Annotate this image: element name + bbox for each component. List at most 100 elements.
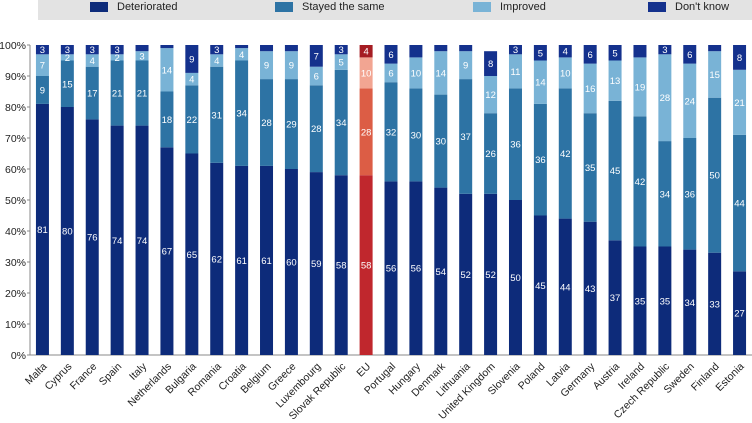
bar-stayed-the-same xyxy=(210,66,224,163)
legend-swatch-stayed-the-same xyxy=(275,2,293,12)
y-tick-label: 60% xyxy=(5,164,26,176)
data-label-stayed-the-same: 32 xyxy=(386,127,397,138)
x-tick-label: France xyxy=(68,361,100,393)
bar-improved xyxy=(558,57,572,89)
y-tick-label: 0% xyxy=(11,350,26,362)
bar-group-austria: 37 45 13 5 xyxy=(608,45,622,355)
data-label-stayed-the-same: 34 xyxy=(336,118,347,129)
y-tick-label: 100% xyxy=(0,40,26,52)
data-label-improved: 4 xyxy=(90,56,95,67)
bar-deteriorated xyxy=(708,252,722,355)
bar-improved xyxy=(658,54,672,142)
bar-don-t-know xyxy=(409,45,423,58)
data-label-improved: 9 xyxy=(463,61,468,72)
bar-improved xyxy=(60,54,74,61)
data-label-stayed-the-same: 17 xyxy=(87,89,98,100)
bar-deteriorated xyxy=(558,218,572,355)
bar-don-t-know xyxy=(160,45,174,49)
data-label-improved: 12 xyxy=(485,90,496,101)
legend-label-stayed-the-same: Stayed the same xyxy=(302,1,385,13)
bar-group-greece: 60 29 9 xyxy=(284,45,298,355)
data-label-improved: 21 xyxy=(734,98,745,109)
bar-group-spain: 74 21 23 xyxy=(110,45,124,355)
data-label-don-t-know: 8 xyxy=(737,53,742,64)
bar-improved xyxy=(733,69,747,135)
bar-group-estonia: 27 44 21 8 xyxy=(733,45,747,355)
data-label-improved: 3 xyxy=(139,51,144,62)
bar-improved xyxy=(210,54,224,67)
data-label-deteriorated: 43 xyxy=(585,284,596,295)
data-label-improved: 11 xyxy=(511,67,521,78)
data-label-stayed-the-same: 35 xyxy=(585,163,596,174)
data-label-deteriorated: 61 xyxy=(261,256,272,267)
bar-improved xyxy=(409,57,423,89)
bar-stayed-the-same xyxy=(459,79,473,194)
bar-group-poland: 45 36 14 5 xyxy=(533,45,547,355)
bar-stayed-the-same xyxy=(708,97,722,253)
data-label-improved: 9 xyxy=(289,61,294,72)
data-label-improved: 6 xyxy=(388,68,393,79)
bar-improved xyxy=(284,51,298,80)
bar-stayed-the-same xyxy=(110,60,124,126)
y-tick-label: 80% xyxy=(5,102,26,114)
bar-stayed-the-same xyxy=(35,76,49,104)
bar-deteriorated xyxy=(533,215,547,355)
data-label-deteriorated: 45 xyxy=(535,281,546,292)
bar-deteriorated xyxy=(733,271,747,355)
bar-improved xyxy=(708,51,722,98)
bar-group-slovak-republic: 58 34 5 3 xyxy=(334,45,348,355)
data-label-improved: 9 xyxy=(264,61,269,72)
data-label-improved: 2 xyxy=(114,53,119,64)
bar-deteriorated xyxy=(309,172,323,355)
data-label-deteriorated: 74 xyxy=(137,236,148,247)
x-tick-label: Spain xyxy=(97,361,125,389)
data-label-stayed-the-same: 34 xyxy=(236,109,247,120)
bar-don-t-know xyxy=(135,45,149,52)
data-label-stayed-the-same: 36 xyxy=(510,140,521,151)
bar-group-sweden: 34 36 24 6 xyxy=(683,45,697,355)
data-label-improved: 10 xyxy=(361,68,372,79)
bar-stayed-the-same xyxy=(85,66,99,120)
bar-improved xyxy=(110,54,124,61)
data-label-don-t-know: 7 xyxy=(314,51,319,62)
data-label-deteriorated: 76 xyxy=(87,233,98,244)
bar-don-t-know xyxy=(608,45,622,61)
data-label-deteriorated: 62 xyxy=(211,254,222,265)
bar-group-ireland: 35 42 19 xyxy=(633,45,647,355)
data-label-stayed-the-same: 30 xyxy=(436,137,447,148)
data-label-deteriorated: 74 xyxy=(112,236,123,247)
bar-deteriorated xyxy=(334,175,348,355)
data-label-deteriorated: 37 xyxy=(610,293,621,304)
bar-improved xyxy=(434,51,448,95)
data-label-don-t-know: 8 xyxy=(488,59,493,70)
data-label-deteriorated: 58 xyxy=(361,261,372,272)
data-label-deteriorated: 34 xyxy=(684,298,695,309)
bar-don-t-know xyxy=(185,45,199,73)
data-label-improved: 6 xyxy=(314,72,319,83)
data-label-don-t-know: 3 xyxy=(114,45,119,56)
bar-don-t-know xyxy=(733,45,747,70)
data-label-improved: 4 xyxy=(214,56,219,67)
bar-group-czech-republic: 35 34 28 3 xyxy=(658,45,672,355)
data-label-stayed-the-same: 26 xyxy=(485,149,496,160)
bar-stayed-the-same xyxy=(235,60,249,166)
bar-deteriorated xyxy=(633,246,647,355)
data-label-stayed-the-same: 37 xyxy=(460,132,471,143)
data-label-stayed-the-same: 36 xyxy=(684,189,695,200)
bar-don-t-know xyxy=(334,45,348,55)
y-tick-label: 90% xyxy=(5,71,26,83)
data-label-don-t-know: 3 xyxy=(90,45,95,56)
x-tick-label: Poland xyxy=(516,361,548,393)
bar-deteriorated xyxy=(284,169,298,355)
y-tick-label: 20% xyxy=(5,288,26,300)
data-label-improved: 15 xyxy=(709,70,720,81)
bar-group-italy: 74 21 3 xyxy=(135,45,149,355)
bar-group-romania: 62 31 43 xyxy=(210,45,224,355)
legend-item-improved: Improved xyxy=(473,0,546,14)
bar-group-malta: 81 9 7 3 xyxy=(35,45,49,356)
bar-deteriorated xyxy=(185,153,199,355)
bar-stayed-the-same xyxy=(434,94,448,188)
data-label-don-t-know: 3 xyxy=(65,45,70,56)
bar-don-t-know xyxy=(583,45,597,64)
